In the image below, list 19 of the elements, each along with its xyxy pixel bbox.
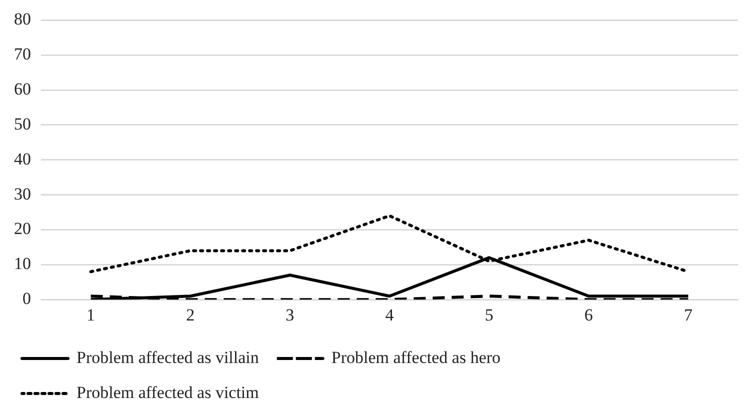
legend-label: Problem affected as hero	[331, 348, 501, 367]
legend-label: Problem affected as villain	[76, 348, 260, 367]
x-tick-label: 3	[286, 305, 294, 324]
legend-label: Problem affected as victim	[76, 382, 259, 402]
y-tick-label: 20	[14, 219, 31, 238]
y-tick-label: 30	[14, 184, 31, 204]
y-tick-label: 70	[14, 44, 31, 64]
y-tick-label: 10	[14, 254, 31, 274]
y-tick-label: 50	[14, 114, 31, 134]
y-tick-label: 40	[14, 149, 31, 168]
x-tick-label: 1	[86, 305, 96, 324]
y-tick-label: 80	[14, 10, 31, 29]
x-tick-label: 6	[584, 305, 593, 324]
x-tick-label: 2	[186, 305, 195, 324]
x-tick-label: 7	[684, 305, 693, 324]
y-tick-label: 0	[22, 289, 31, 308]
x-tick-label: 5	[484, 305, 494, 324]
x-tick-label: 4	[385, 305, 394, 324]
y-tick-label: 60	[14, 80, 31, 99]
